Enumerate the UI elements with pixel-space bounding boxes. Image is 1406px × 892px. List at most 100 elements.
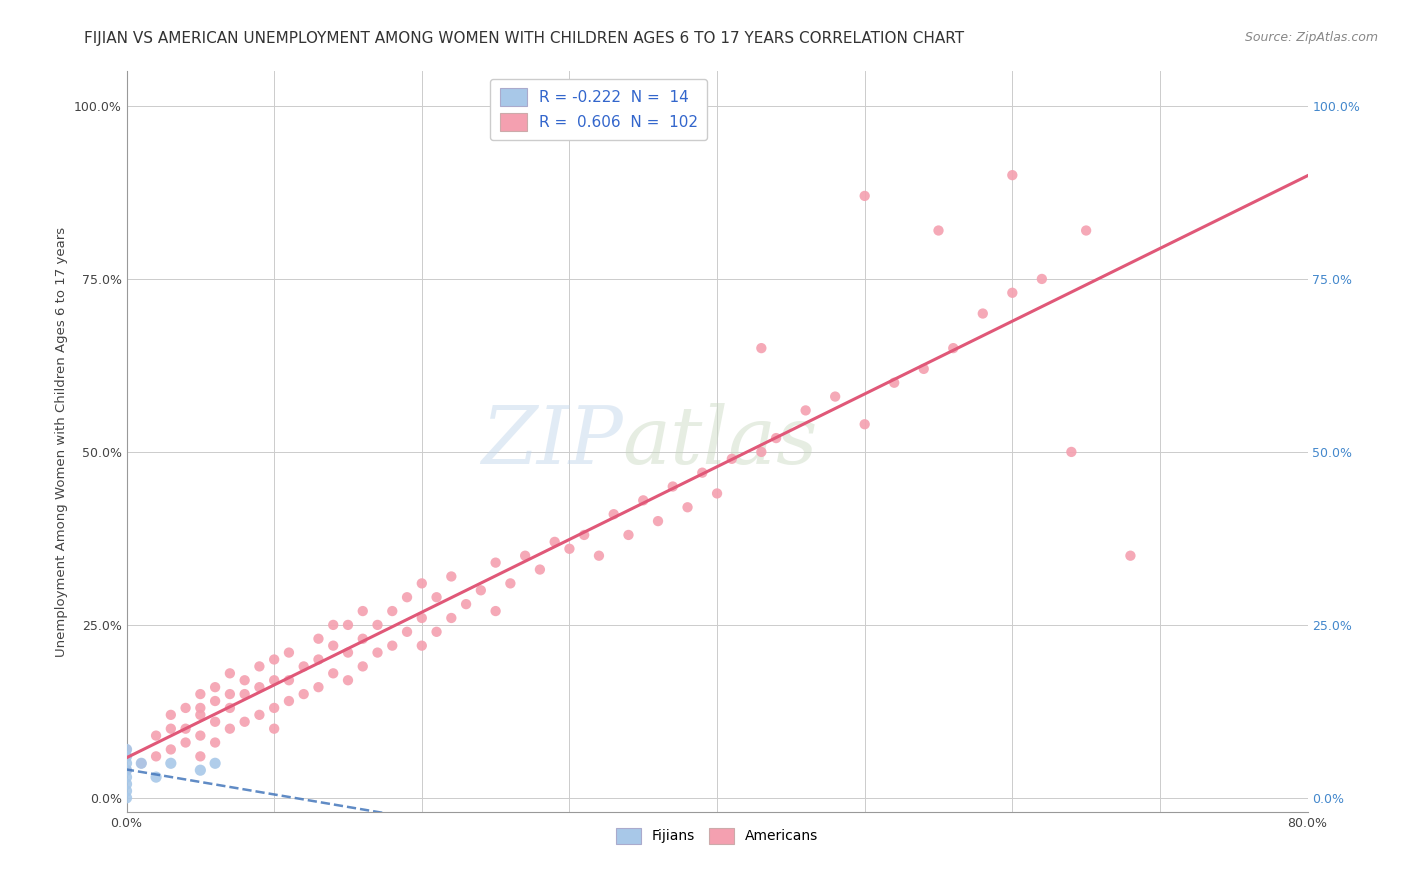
Point — [352, 604, 374, 618]
Text: ZIP: ZIP — [481, 403, 623, 480]
Point — [249, 707, 271, 722]
Point — [219, 687, 242, 701]
Point — [352, 659, 374, 673]
Point — [765, 431, 787, 445]
Point — [263, 673, 285, 688]
Point — [204, 714, 226, 729]
Point — [145, 729, 167, 743]
Point — [219, 701, 242, 715]
Point — [115, 763, 138, 777]
Point — [278, 673, 301, 688]
Point — [188, 749, 212, 764]
Text: atlas: atlas — [623, 403, 818, 480]
Point — [367, 618, 389, 632]
Point — [160, 742, 183, 756]
Point — [204, 680, 226, 694]
Point — [499, 576, 522, 591]
Point — [322, 666, 344, 681]
Point — [115, 770, 138, 784]
Point — [692, 466, 714, 480]
Point — [352, 632, 374, 646]
Point — [381, 639, 404, 653]
Point — [115, 763, 138, 777]
Point — [292, 812, 315, 826]
Point — [145, 770, 167, 784]
Point — [396, 591, 419, 605]
Point — [1001, 168, 1024, 182]
Text: Source: ZipAtlas.com: Source: ZipAtlas.com — [1244, 31, 1378, 45]
Point — [308, 632, 330, 646]
Point — [204, 694, 226, 708]
Point — [676, 500, 699, 515]
Point — [160, 756, 183, 771]
Point — [115, 777, 138, 791]
Point — [706, 486, 728, 500]
Point — [115, 790, 138, 805]
Point — [411, 576, 433, 591]
Point — [647, 514, 669, 528]
Point — [883, 376, 905, 390]
Point — [558, 541, 581, 556]
Point — [603, 507, 626, 521]
Point — [942, 341, 965, 355]
Point — [515, 549, 537, 563]
Point — [188, 701, 212, 715]
Point — [662, 479, 685, 493]
Point — [263, 722, 285, 736]
Point — [160, 722, 183, 736]
Point — [233, 714, 256, 729]
Point — [337, 646, 360, 660]
Point — [853, 189, 876, 203]
Point — [337, 618, 360, 632]
Point — [853, 417, 876, 432]
Point — [219, 666, 242, 681]
Point — [322, 639, 344, 653]
Point — [484, 556, 508, 570]
Point — [292, 659, 315, 673]
Point — [115, 742, 138, 756]
Point — [204, 756, 226, 771]
Point — [411, 611, 433, 625]
Point — [972, 306, 994, 320]
Point — [129, 756, 153, 771]
Point — [470, 583, 492, 598]
Point — [308, 652, 330, 666]
Point — [633, 493, 655, 508]
Point — [751, 341, 773, 355]
Point — [411, 639, 433, 653]
Y-axis label: Unemployment Among Women with Children Ages 6 to 17 years: Unemployment Among Women with Children A… — [55, 227, 69, 657]
Point — [543, 534, 565, 549]
Point — [292, 687, 315, 701]
Point — [588, 549, 610, 563]
Point — [278, 646, 301, 660]
Point — [249, 680, 271, 694]
Point — [1060, 445, 1083, 459]
Point — [440, 569, 463, 583]
Point — [233, 687, 256, 701]
Text: FIJIAN VS AMERICAN UNEMPLOYMENT AMONG WOMEN WITH CHILDREN AGES 6 TO 17 YEARS COR: FIJIAN VS AMERICAN UNEMPLOYMENT AMONG WO… — [84, 31, 965, 46]
Point — [484, 604, 508, 618]
Point — [1076, 223, 1098, 237]
Point — [824, 390, 846, 404]
Point — [204, 735, 226, 749]
Point — [794, 403, 817, 417]
Point — [115, 742, 138, 756]
Point — [249, 659, 271, 673]
Point — [425, 624, 447, 639]
Point — [233, 673, 256, 688]
Point — [219, 722, 242, 736]
Point — [617, 528, 640, 542]
Point — [129, 756, 153, 771]
Legend: Fijians, Americans: Fijians, Americans — [610, 822, 824, 849]
Point — [337, 673, 360, 688]
Point — [188, 707, 212, 722]
Point — [396, 624, 419, 639]
Point — [720, 451, 742, 466]
Point — [115, 756, 138, 771]
Point — [188, 687, 212, 701]
Point — [912, 362, 935, 376]
Point — [1001, 285, 1024, 300]
Point — [174, 735, 197, 749]
Point — [263, 652, 285, 666]
Point — [263, 701, 285, 715]
